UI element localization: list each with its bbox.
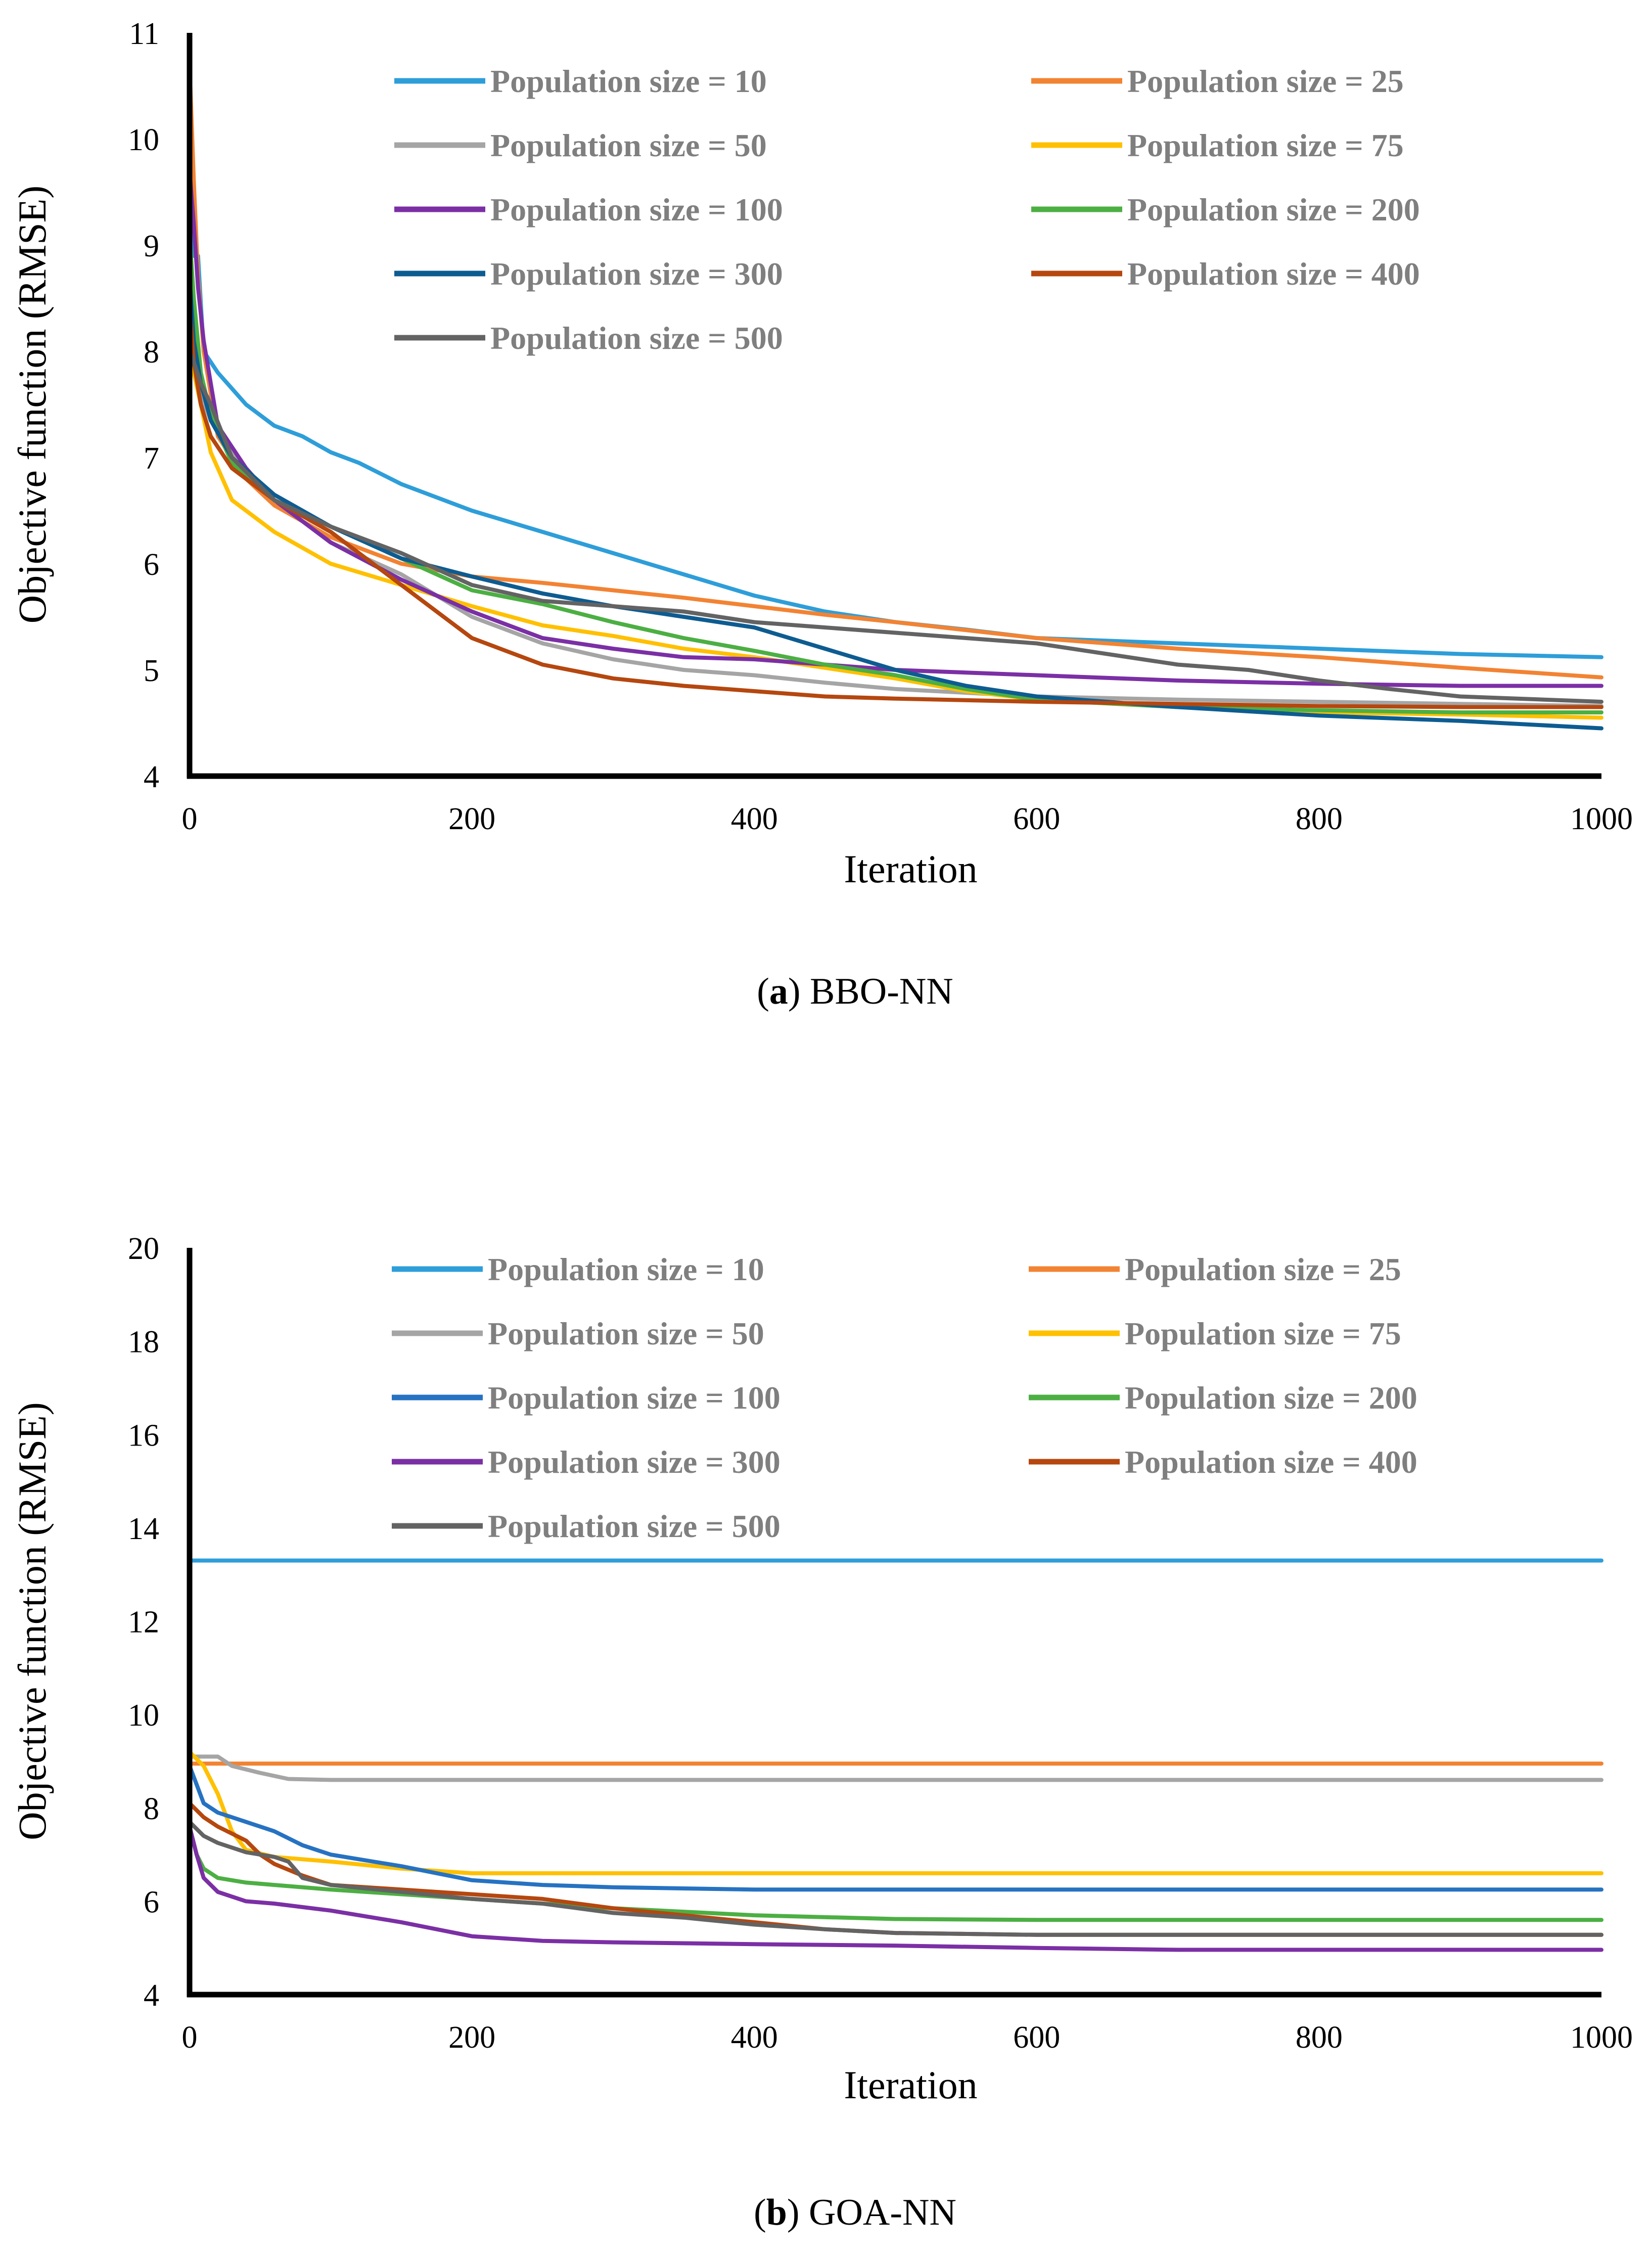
chart-panel-a: 4 5 6 7 8 9 10 11 0 200 400 600 800 1000 Objective fun…: [10, 17, 1633, 1012]
legend-entry: Population size = 500: [488, 1508, 781, 1544]
series-line-75: [188, 318, 1603, 720]
x-axis-title: Iteration: [844, 2063, 977, 2107]
legend-entry: Population size = 300: [490, 256, 783, 292]
y-tick-label: 16: [128, 1418, 159, 1453]
legend-entry: Population size = 400: [1127, 256, 1420, 292]
x-tick-label: 800: [1296, 802, 1343, 836]
legend-entry: Population size = 50: [488, 1316, 764, 1351]
legend-entry: Population size = 10: [488, 1251, 764, 1287]
x-axis-title: Iteration: [844, 847, 977, 891]
series-line-500: [188, 1820, 1603, 1937]
x-tick-label: 0: [182, 2020, 198, 2055]
legend-entry: Population size = 75: [1125, 1316, 1401, 1351]
y-axis-title: Objective function (RMSE): [10, 186, 54, 624]
y-tick-label: 4: [144, 760, 159, 794]
series-line-200: [188, 1824, 1603, 1922]
y-tick-label: 18: [128, 1325, 159, 1360]
y-tick-label: 5: [144, 654, 159, 688]
x-tick-label: 1000: [1570, 802, 1633, 836]
legend-entry: Population size = 400: [1125, 1444, 1417, 1480]
y-tick-label: 6: [144, 548, 159, 582]
legend-entry: Population size = 25: [1125, 1251, 1401, 1287]
legend-entry: Population size = 500: [490, 320, 783, 356]
series-line-500: [188, 349, 1603, 704]
y-tick-label: 9: [144, 229, 159, 263]
legend-entry: Population size = 200: [1127, 192, 1420, 228]
x-tick-label: 400: [731, 2020, 778, 2055]
y-tick-label: 7: [144, 441, 159, 476]
y-tick-label: 4: [144, 1978, 159, 2013]
y-tick-label: 12: [128, 1605, 159, 1640]
x-tick-label: 400: [731, 802, 778, 836]
legend-entry: Population size = 200: [1125, 1380, 1417, 1416]
legend-entry: Population size = 100: [488, 1380, 781, 1416]
legend-entry: Population size = 50: [490, 127, 767, 163]
legend-entry: Population size = 75: [1127, 127, 1404, 163]
x-tick-label: 200: [448, 802, 495, 836]
series-line-75: [188, 1750, 1603, 1875]
series-line-400: [188, 307, 1603, 709]
y-tick-label: 8: [144, 335, 159, 370]
series-line-200: [188, 233, 1603, 714]
legend-entry: Population size = 300: [488, 1444, 781, 1480]
x-tick-label: 600: [1013, 802, 1060, 836]
series-line-300: [188, 1824, 1603, 1952]
y-tick-label: 14: [128, 1512, 159, 1546]
legend-entry: Population size = 100: [490, 192, 783, 228]
legend-entry: Population size = 25: [1127, 63, 1404, 99]
series-line-100: [188, 1764, 1603, 1892]
x-tick-label: 0: [182, 802, 198, 836]
legend-entry: Population size = 10: [490, 63, 767, 99]
x-tick-label: 200: [448, 2020, 495, 2055]
series-line-50: [188, 1754, 1603, 1782]
series-line-100: [188, 169, 1603, 688]
series-line-50: [188, 254, 1603, 708]
panel-caption: (b) GOA-NN: [754, 2192, 956, 2233]
y-tick-label: 20: [128, 1232, 159, 1266]
y-tick-label: 10: [128, 1698, 159, 1733]
x-tick-label: 600: [1013, 2020, 1060, 2055]
y-tick-label: 8: [144, 1792, 159, 1826]
y-tick-label: 10: [128, 123, 159, 157]
x-tick-label: 1000: [1570, 2020, 1633, 2055]
panel-caption: (a) BBO-NN: [757, 971, 953, 1012]
y-tick-label: 6: [144, 1885, 159, 1919]
x-tick-label: 800: [1296, 2020, 1343, 2055]
y-axis-title: Objective function (RMSE): [10, 1402, 54, 1840]
y-tick-label: 11: [129, 17, 159, 51]
